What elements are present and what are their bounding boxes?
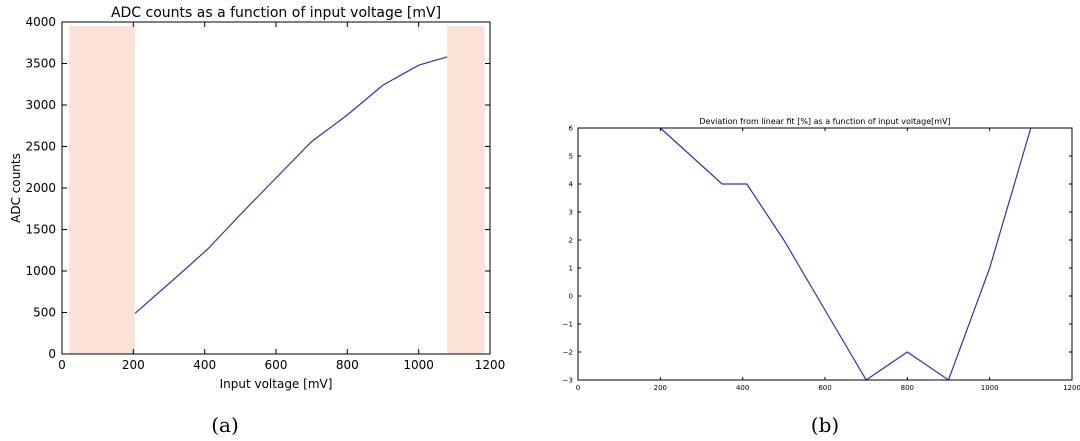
- plot-frame: [577, 127, 1073, 381]
- y-tick-label: 3500: [25, 57, 56, 71]
- chart-title: Deviation from linear fit [%] as a funct…: [699, 117, 950, 126]
- x-tick-label: 600: [818, 384, 831, 392]
- y-tick-label: −2: [563, 348, 573, 356]
- chart-a: 0 200 400 600 800 1000 1200 0 500 1000 1500 2000 25…: [9, 5, 505, 437]
- y-tick-label: 5: [569, 152, 573, 160]
- y-tick-label: −1: [563, 320, 573, 328]
- x-tick-label: 400: [193, 358, 216, 372]
- y-tick-label: 1000: [25, 264, 56, 278]
- y-tick-label: 1: [569, 264, 573, 272]
- y-tick-label: 0: [569, 292, 573, 300]
- y-axis: 0 500 1000 1500 2000 2500 3000 3500 4000: [25, 15, 490, 361]
- y-tick-label: 4000: [25, 15, 56, 29]
- y-tick-label: 2000: [25, 181, 56, 195]
- chart-title: ADC counts as a function of input voltag…: [111, 5, 441, 21]
- x-tick-label: 0: [576, 384, 580, 392]
- series-group: [134, 56, 448, 314]
- shaded-regions: [69, 26, 485, 355]
- x-tick-label: 0: [58, 358, 66, 372]
- y-tick-label: 0: [48, 347, 56, 361]
- chart-b: 0 200 400 600 800 1000 1200 −3 −2 −1 0 1 2 3 4 5 6 Devi…: [563, 117, 1080, 437]
- caption: (b): [811, 413, 839, 437]
- x-tick-label: 800: [336, 358, 359, 372]
- y-axis-label: ADC counts: [9, 153, 23, 223]
- y-tick-label: 2500: [25, 140, 56, 154]
- y-tick-label: 3: [569, 208, 573, 216]
- y-tick-label: 1500: [25, 223, 56, 237]
- shaded-region-1: [447, 26, 485, 355]
- x-tick-label: 1000: [981, 384, 999, 392]
- shaded-region-0: [69, 26, 136, 355]
- y-axis: −3 −2 −1 0 1 2 3 4 5 6: [563, 124, 1072, 384]
- x-tick-label: 1200: [1063, 384, 1080, 392]
- x-axis: 0 200 400 600 800 1000 1200: [58, 22, 505, 372]
- x-tick-label: 800: [901, 384, 914, 392]
- x-axis-label: Input voltage [mV]: [220, 377, 333, 391]
- x-tick-label: 400: [736, 384, 749, 392]
- x-tick-label: 200: [122, 358, 145, 372]
- series-group: [659, 127, 1032, 381]
- y-tick-label: 3000: [25, 98, 56, 112]
- y-tick-label: 6: [569, 124, 574, 132]
- y-tick-label: −3: [563, 376, 573, 384]
- x-tick-label: 600: [265, 358, 288, 372]
- y-tick-label: 4: [569, 180, 574, 188]
- y-tick-label: 2: [569, 236, 573, 244]
- caption: (a): [211, 413, 239, 437]
- x-tick-label: 1000: [403, 358, 434, 372]
- y-tick-label: 500: [33, 306, 56, 320]
- x-tick-label: 1200: [475, 358, 506, 372]
- x-tick-label: 200: [654, 384, 667, 392]
- x-axis: 0 200 400 600 800 1000 1200: [576, 128, 1080, 392]
- series-line-0: [659, 127, 1032, 381]
- series-line-0: [134, 56, 448, 314]
